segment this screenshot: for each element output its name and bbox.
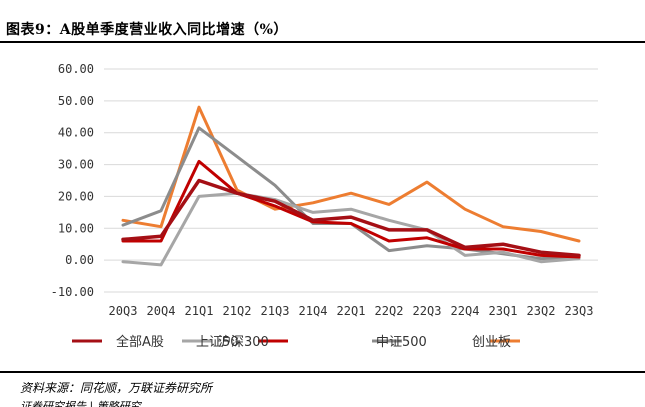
y-tick-label: 0.00: [65, 253, 94, 267]
legend-label: 沪深300: [218, 334, 269, 350]
x-tick-label: 20Q4: [147, 304, 176, 318]
source-note: 资料来源：同花顺，万联证券研究所: [20, 381, 213, 395]
y-axis-ticks: -10.00 0.00 10.00 20.00 30.00 40.00 50.00 60.00: [51, 62, 94, 299]
series-line: [121, 105, 581, 243]
legend-label: 全部A股: [116, 334, 164, 350]
x-tick-label: 21Q4: [299, 304, 328, 318]
x-tick-label: 22Q4: [451, 304, 480, 318]
cut-off-footer-text: 证券研究报告 | 策略研究: [20, 400, 141, 407]
bottom-rule: [0, 371, 645, 373]
legend-label: 上证50: [196, 335, 239, 350]
x-tick-label: 21Q3: [261, 304, 290, 318]
legend-label: 中证500: [376, 335, 427, 350]
x-tick-label: 23Q2: [527, 304, 556, 318]
top-rule: [0, 41, 645, 43]
series-line: [121, 191, 581, 267]
legend-label: 创业板: [472, 335, 511, 350]
x-tick-label: 22Q2: [375, 304, 404, 318]
x-tick-label: 21Q1: [185, 304, 214, 318]
x-tick-label: 21Q2: [223, 304, 252, 318]
y-tick-label: 30.00: [58, 158, 94, 172]
x-tick-label: 20Q3: [109, 304, 138, 318]
y-tick-label: 10.00: [58, 221, 94, 235]
x-tick-label: 22Q3: [413, 304, 442, 318]
series-lines: [121, 105, 581, 267]
series-line: [121, 178, 581, 258]
y-tick-label: 40.00: [58, 126, 94, 140]
x-tick-label: 23Q1: [489, 304, 518, 318]
x-axis-ticks: 20Q3 20Q4 21Q1 21Q2 21Q3 21Q4 22Q1 22Q2 22Q3 22Q4…: [109, 304, 594, 318]
x-tick-label: 22Q1: [337, 304, 366, 318]
y-tick-label: -10.00: [51, 285, 94, 299]
y-tick-label: 50.00: [58, 94, 94, 108]
figure-title: 图表9：A股单季度营业收入同比增速（%）: [6, 22, 288, 38]
series-line: [121, 159, 581, 259]
x-tick-label: 23Q3: [565, 304, 594, 318]
y-tick-label: 20.00: [58, 189, 94, 203]
y-tick-label: 60.00: [58, 62, 94, 76]
